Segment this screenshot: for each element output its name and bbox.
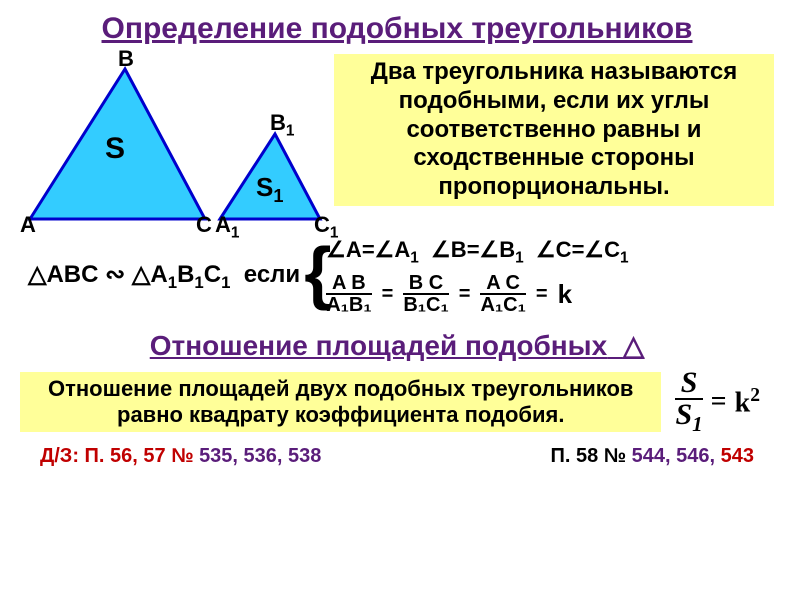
similar-lhs: △ABC ∾ △A1B1C1 если bbox=[20, 260, 300, 293]
coefficient-k: k bbox=[558, 279, 572, 310]
vertex-B: B bbox=[118, 46, 134, 72]
vertex-A1: A1 bbox=[215, 212, 239, 242]
brace-icon: { bbox=[304, 237, 331, 307]
frac-ac: A C A₁C₁ bbox=[480, 273, 525, 315]
vertex-C: C bbox=[196, 212, 212, 238]
triangles-diagram: A B C S A1 B1 C1 S1 bbox=[20, 54, 330, 229]
homework-row: Д/З: П. 56, 57 № 535, 536, 538 П. 58 № 5… bbox=[20, 445, 774, 468]
definition-row: A B C S A1 B1 C1 S1 Два треугольника наз… bbox=[20, 54, 774, 229]
definition-text: Два треугольника называются подобными, е… bbox=[334, 54, 774, 206]
label-S1: S1 bbox=[256, 172, 283, 207]
area-formula: S S1 = k2 bbox=[661, 368, 774, 435]
label-S: S bbox=[105, 132, 125, 166]
vertex-B1: B1 bbox=[270, 110, 294, 140]
section-title-2: Отношение площадей подобных △ bbox=[20, 329, 774, 362]
similarity-condition: △ABC ∾ △A1B1C1 если { ∠A=∠A1 ∠B=∠B1 ∠C=∠… bbox=[20, 237, 774, 315]
homework-left: Д/З: П. 56, 57 № 535, 536, 538 bbox=[40, 445, 321, 468]
triangles-svg bbox=[20, 54, 330, 229]
frac-bc: B C B₁C₁ bbox=[403, 273, 448, 315]
page-title: Определение подобных треугольников bbox=[20, 12, 774, 46]
angles-equality: ∠A=∠A1 ∠B=∠B1 ∠C=∠C1 bbox=[326, 237, 628, 267]
area-row: Отношение площадей двух подобных треугол… bbox=[20, 368, 774, 435]
vertex-A: A bbox=[20, 212, 36, 238]
homework-right: П. 58 № 544, 546, 543 bbox=[550, 445, 754, 468]
frac-ab: A B A₁B₁ bbox=[326, 273, 371, 315]
conditions-block: { ∠A=∠A1 ∠B=∠B1 ∠C=∠C1 A B A₁B₁ = B C B₁… bbox=[304, 237, 628, 315]
area-theorem-text: Отношение площадей двух подобных треугол… bbox=[20, 372, 661, 433]
ratios-line: A B A₁B₁ = B C B₁C₁ = A C A₁C₁ = k bbox=[326, 273, 628, 315]
